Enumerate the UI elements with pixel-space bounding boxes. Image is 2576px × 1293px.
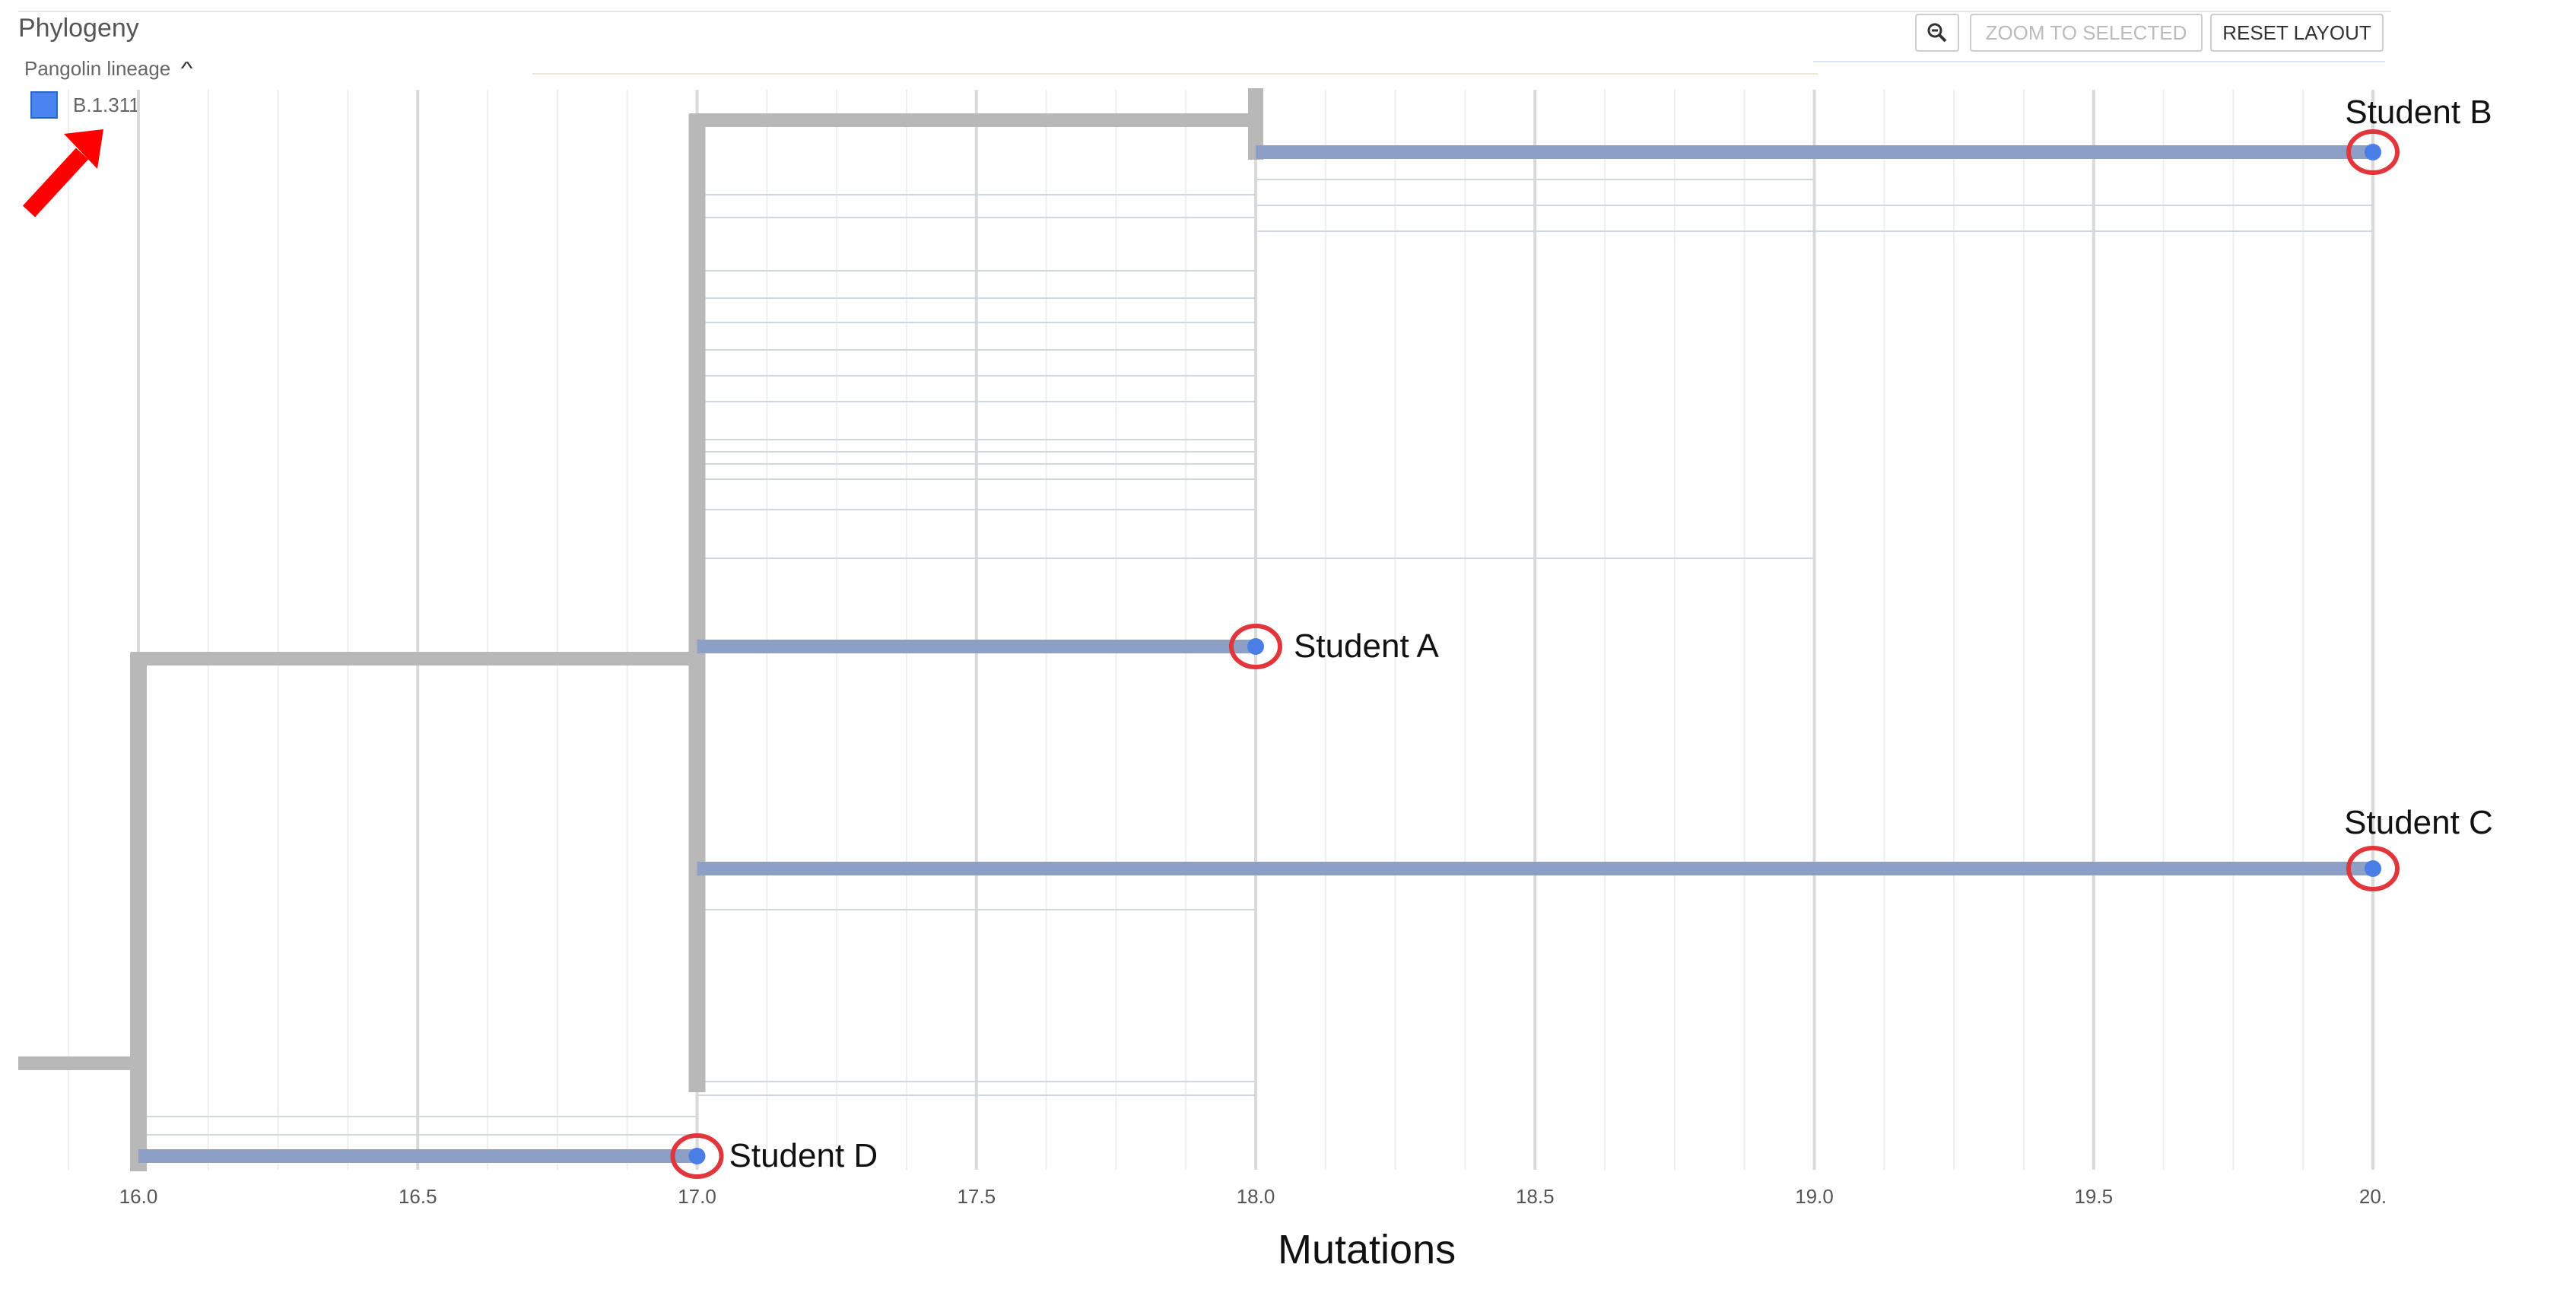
unselected-leaf-branches xyxy=(138,179,2373,1136)
x-tick-label: 18.0 xyxy=(1237,1185,1275,1208)
legend-item-label: B.1.311 xyxy=(73,93,140,116)
legend-title: Pangolin lineage xyxy=(24,57,171,80)
annotation-circle-icon xyxy=(2346,846,2400,891)
x-tick-label: 19.0 xyxy=(1795,1185,1834,1208)
tip-point xyxy=(1247,638,1264,655)
x-tick-label: 17.5 xyxy=(957,1185,996,1208)
tree-tips: Student A Student B Student C Student D xyxy=(670,94,2493,1179)
panel-top-border xyxy=(18,11,2391,12)
tip-point xyxy=(2365,144,2381,160)
annotation-circle-icon xyxy=(1229,624,1282,669)
axis-ticks: 16.0 16.5 17.0 17.5 18.0 18.5 19.0 19.5 20. xyxy=(119,1185,2387,1208)
tip-label: Student A xyxy=(1294,627,1439,665)
tip-point xyxy=(2365,860,2381,877)
legend-item-b1311[interactable]: B.1.311 xyxy=(30,91,140,119)
annotation-arrow-icon xyxy=(22,129,103,218)
toolbar-divider xyxy=(1813,61,2385,62)
x-tick-label: 16.5 xyxy=(399,1185,437,1208)
annotation-circle-icon xyxy=(670,1133,724,1179)
tree-branches xyxy=(18,88,2373,1171)
reset-layout-button[interactable]: RESET LAYOUT xyxy=(2210,14,2384,52)
zoom-out-button[interactable] xyxy=(1915,14,1959,52)
tip-label: Student C xyxy=(2344,804,2493,841)
legend-toggle[interactable]: Pangolin lineage ^ xyxy=(24,57,193,81)
x-tick-label: 19.5 xyxy=(2074,1185,2113,1208)
grid-lines xyxy=(68,90,2374,1170)
panel-title: Phylogeny xyxy=(18,14,139,43)
x-axis-title: Mutations xyxy=(1278,1227,1456,1272)
annotation-circle-icon xyxy=(2346,129,2400,175)
chevron-up-icon[interactable]: ^ xyxy=(181,58,193,79)
x-tick-label: 20. xyxy=(2359,1185,2387,1208)
panel-divider xyxy=(532,73,1818,75)
tip-label: Student D xyxy=(729,1137,878,1174)
tip-point xyxy=(688,1148,706,1164)
magnifier-minus-icon xyxy=(1927,23,1947,43)
x-tick-label: 17.0 xyxy=(678,1185,716,1208)
legend-swatch xyxy=(30,91,58,119)
x-tick-label: 16.0 xyxy=(119,1185,158,1208)
x-tick-label: 18.5 xyxy=(1516,1185,1555,1208)
zoom-to-selected-button[interactable]: ZOOM TO SELECTED xyxy=(1970,14,2203,52)
tip-label: Student B xyxy=(2345,94,2492,131)
